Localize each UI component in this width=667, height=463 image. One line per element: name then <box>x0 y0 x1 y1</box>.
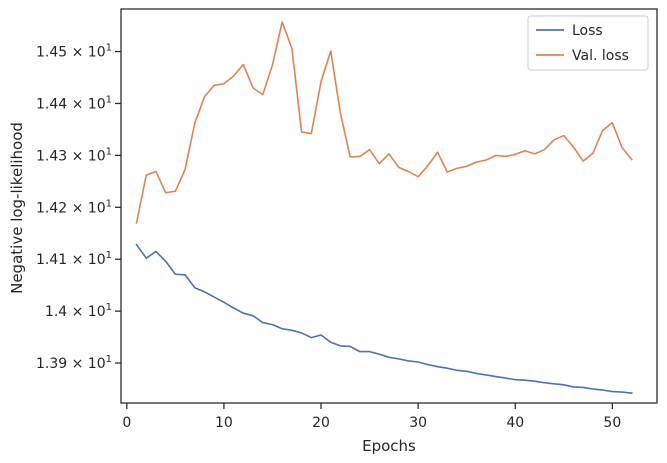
legend: Loss Val. loss <box>527 15 649 71</box>
y-tick-label: 1.39 × 101 <box>36 354 112 372</box>
y-axis-label: Negative log-likelihood <box>8 122 26 294</box>
x-axis: 0 10 20 30 40 50 <box>122 403 621 431</box>
y-tick-label: 1.41 × 101 <box>36 250 112 268</box>
x-tick-label: 0 <box>122 415 131 431</box>
legend-label-val-loss: Val. loss <box>572 48 629 64</box>
y-tick-label: 1.42 × 101 <box>36 198 112 216</box>
x-tick-label: 40 <box>506 415 524 431</box>
y-tick-label: 1.4 × 101 <box>45 302 112 320</box>
plot-area <box>120 8 658 404</box>
y-axis: 1.39 × 101 1.4 × 101 1.41 × 101 1.42 × 101 1… <box>36 43 121 372</box>
y-tick-label: 1.43 × 101 <box>36 146 112 164</box>
series-line-loss <box>135 243 633 395</box>
plot-frame <box>120 8 658 404</box>
x-tick-label: 50 <box>603 415 621 431</box>
series-line-val-loss <box>135 21 633 224</box>
y-tick-label: 1.45 × 101 <box>36 43 112 61</box>
legend-label-loss: Loss <box>572 23 603 39</box>
y-tick-label: 1.44 × 101 <box>36 94 112 112</box>
x-tick-label: 30 <box>409 415 427 431</box>
x-axis-label: Epochs <box>362 437 416 455</box>
x-tick-label: 20 <box>312 415 330 431</box>
x-tick-label: 10 <box>215 415 233 431</box>
